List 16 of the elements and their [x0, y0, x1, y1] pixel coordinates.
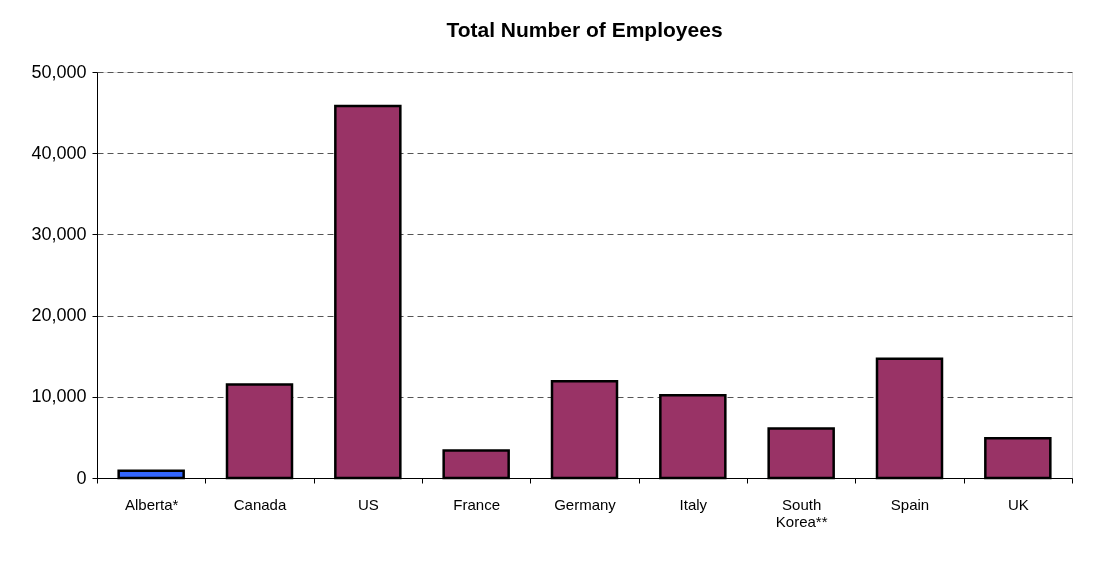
chart-title: Total Number of Employees	[446, 18, 723, 41]
x-tick-label: UK	[1007, 495, 1029, 513]
y-tick-label: 50,000	[31, 61, 87, 82]
y-tick-label: 10,000	[31, 386, 87, 407]
x-tick-label: Italy	[679, 495, 708, 513]
x-tick-label: France	[453, 495, 501, 513]
x-tick-label: Germany	[554, 495, 617, 513]
x-tick-label: Spain	[890, 495, 930, 513]
x-tick-label: Alberta*	[124, 495, 179, 513]
x-tick-label: Canada	[233, 495, 287, 513]
y-tick-label: 0	[76, 467, 87, 488]
x-tick-label: US	[357, 495, 379, 513]
y-tick-label: 30,000	[31, 223, 87, 244]
y-tick-label: 40,000	[31, 142, 87, 163]
x-tick-label: South Korea**	[775, 495, 828, 530]
y-tick-label: 20,000	[31, 305, 87, 326]
